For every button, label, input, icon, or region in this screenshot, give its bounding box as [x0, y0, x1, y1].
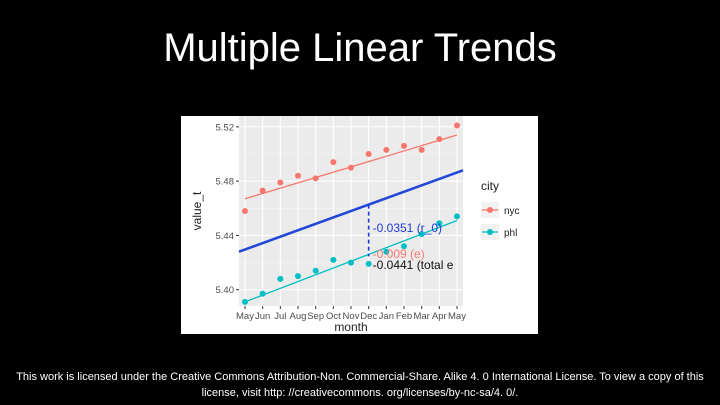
data-points: [242, 122, 460, 305]
nyc-point: [277, 179, 284, 186]
x-tick-label: Jun: [255, 311, 270, 322]
nyc-point: [259, 187, 266, 194]
nyc-point: [401, 142, 407, 149]
phl-point: [312, 267, 319, 274]
overall-trend-line: [238, 169, 464, 253]
x-tick-label: Jul: [274, 311, 286, 322]
phl-point: [242, 298, 248, 305]
y-axis-label: value_t: [190, 191, 204, 230]
annotation-label: -0.0351 (r_0): [373, 221, 442, 235]
x-tick-label: May: [236, 311, 254, 322]
nyc-point: [365, 151, 372, 157]
phl-point: [401, 243, 407, 250]
y-tick-label: 5.48: [216, 177, 235, 188]
annotation-label: -0.009 (e): [373, 247, 425, 261]
nyc-point: [242, 208, 248, 214]
phl-point: [277, 275, 284, 282]
license-text: This work is licensed under the Creative…: [16, 371, 704, 399]
phl-point: [383, 248, 390, 255]
x-tick-label: Nov: [343, 311, 360, 322]
x-tick-label: Apr: [432, 311, 447, 322]
nyc-point: [348, 164, 354, 171]
legend-label: phl: [504, 228, 517, 239]
nyc-point: [454, 122, 460, 129]
nyc-point: [383, 146, 390, 153]
nyc-point: [436, 136, 443, 143]
x-tick-label: Dec: [360, 311, 377, 322]
phl-legend-dot: [487, 229, 493, 235]
phl-point: [330, 256, 337, 263]
x-tick-label: Feb: [396, 311, 412, 322]
nyc-legend-dot: [487, 207, 493, 213]
slide-title: Multiple Linear Trends: [163, 26, 557, 70]
y-tick-label: 5.52: [216, 122, 235, 133]
y-tick-label: 5.44: [216, 231, 235, 242]
x-tick-label: Mar: [413, 311, 429, 322]
legend-title: city: [481, 179, 499, 193]
phl-point: [348, 259, 354, 266]
phl-point: [295, 273, 301, 280]
nyc-point: [312, 175, 319, 182]
nyc-point: [330, 159, 337, 166]
phl-point: [365, 260, 372, 267]
nyc-point: [295, 172, 301, 179]
x-tick-label: May: [448, 311, 466, 322]
x-tick-label: Aug: [290, 311, 307, 322]
x-tick-label: Jan: [379, 311, 394, 322]
phl-point: [259, 290, 266, 297]
x-tick-label: Oct: [326, 311, 341, 322]
phl-point: [454, 213, 460, 220]
chart-figure: 5.40 5.44 5.48 5.52 May Jun Jul Aug Sep Oct Nov Dec…: [181, 116, 538, 334]
legend: city nyc phl: [481, 179, 520, 240]
annotation-label: -0.0441 (total e: [373, 258, 454, 272]
x-tick-label: Sep: [307, 311, 324, 322]
annotations: -0.0351 (r_0) -0.009 (e)-0.0441 (total e: [373, 221, 454, 272]
legend-label: nyc: [504, 206, 520, 217]
phl-point: [418, 231, 425, 238]
x-axis-label: month: [334, 320, 367, 334]
nyc-point: [418, 146, 425, 153]
y-tick-label: 5.40: [216, 285, 235, 296]
phl-point: [436, 220, 443, 227]
